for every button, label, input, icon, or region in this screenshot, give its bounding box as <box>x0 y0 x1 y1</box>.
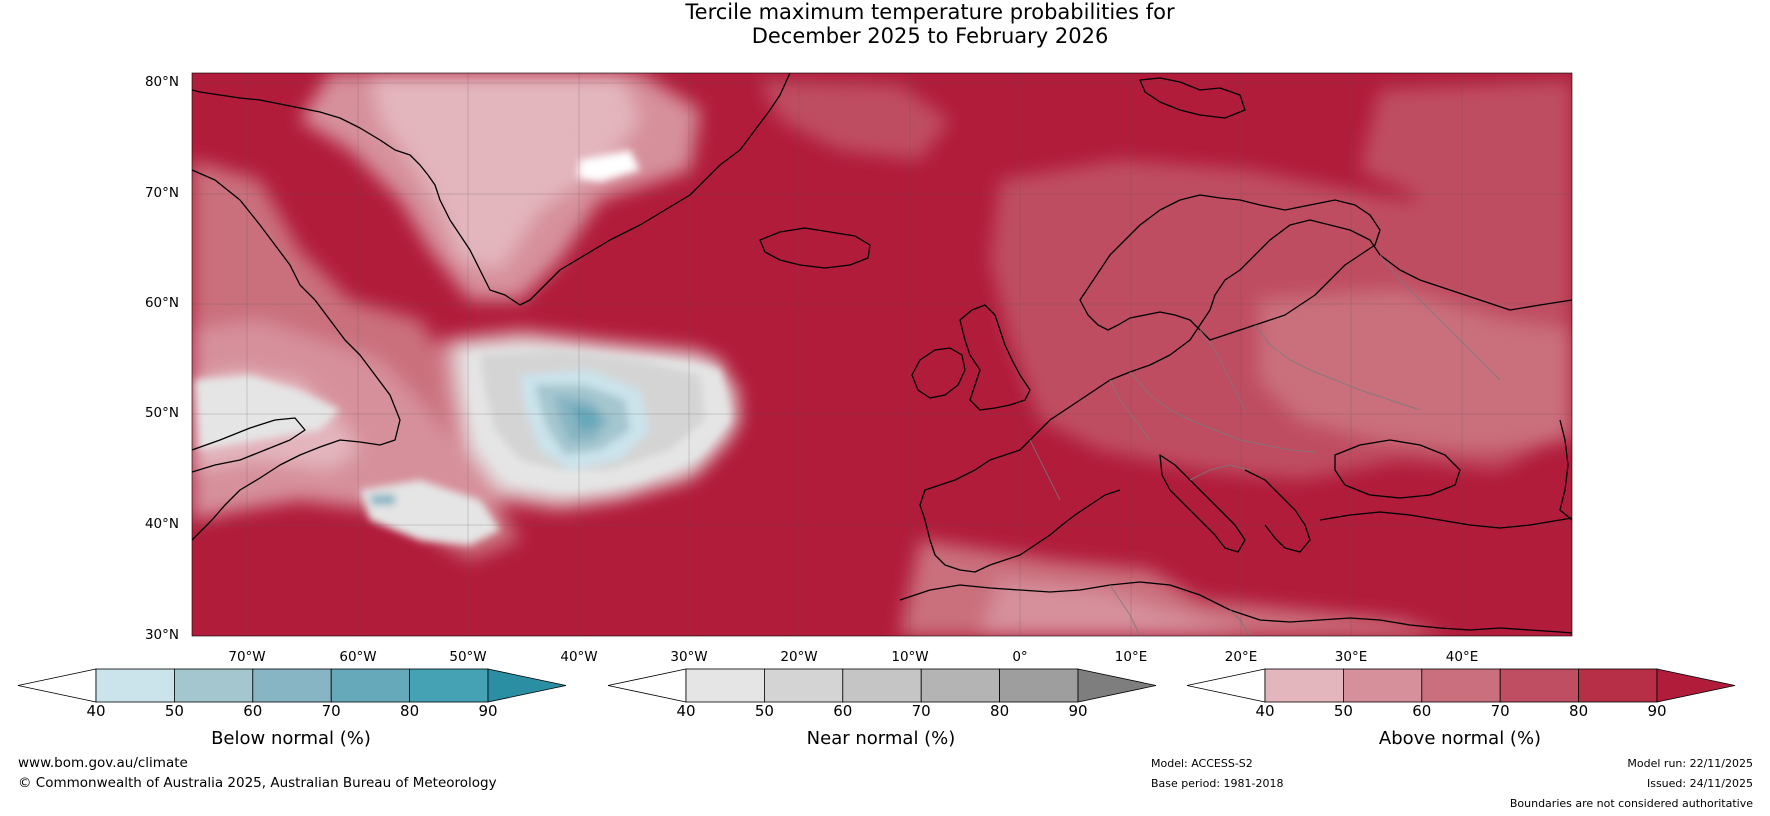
colorbar-tick-label: 90 <box>478 702 498 720</box>
colorbar-tick-label: 90 <box>1647 702 1667 720</box>
footer-disclaimer: Boundaries are not considered authoritat… <box>1509 797 1753 810</box>
colorbar-tick-label: 80 <box>1569 702 1589 720</box>
colorbar-above-normal <box>1186 668 1736 703</box>
colorbar-tick-label: 60 <box>1412 702 1432 720</box>
colorbar-tick-label: 40 <box>86 702 106 720</box>
colorbar-tick-label: 80 <box>400 702 420 720</box>
colorbar-segment <box>842 668 922 703</box>
colorbar-segment <box>1421 668 1501 703</box>
lon-label-10w: 10°W <box>891 649 929 665</box>
footer-copyright: © Commonwealth of Australia 2025, Austra… <box>18 775 497 791</box>
colorbar-upper-extension <box>1077 668 1157 703</box>
colorbar-segment <box>999 668 1079 703</box>
lon-label-50w: 50°W <box>449 649 487 665</box>
colorbar-lower-extension <box>607 668 687 703</box>
lon-label-40e: 40°E <box>1445 649 1479 665</box>
colorbar-segment <box>1343 668 1423 703</box>
footer-url: www.bom.gov.au/climate <box>18 755 188 771</box>
colorbar-tick-label: 70 <box>1490 702 1510 720</box>
colorbar-tick-label: 50 <box>1333 702 1353 720</box>
title-line-1: Tercile maximum temperature probabilitie… <box>685 0 1175 24</box>
lat-label-30n: 30°N <box>144 627 179 643</box>
colorbar-near-normal <box>607 668 1157 703</box>
lon-label-20e: 20°E <box>1224 649 1258 665</box>
colorbar-tick-label: 70 <box>321 702 341 720</box>
coastlines <box>192 73 1572 634</box>
colorbar-segment <box>173 668 254 703</box>
map-frame <box>191 72 1573 637</box>
colorbar-segment <box>1264 668 1344 703</box>
colorbar-segment <box>764 668 844 703</box>
map-title: Tercile maximum temperature probabilitie… <box>0 0 1770 48</box>
colorbar-segment <box>920 668 1001 703</box>
lat-label-70n: 70°N <box>144 185 179 201</box>
colorbar-lower-extension <box>17 668 97 703</box>
colorbar-tick-label: 40 <box>676 702 696 720</box>
colorbar-upper-extension <box>487 668 567 703</box>
colorbar-tick-label: 50 <box>754 702 774 720</box>
colorbar-tick-label: 40 <box>1255 702 1275 720</box>
colorbar-tick-label: 70 <box>911 702 931 720</box>
colorbar-below-normal <box>17 668 567 703</box>
lon-label-60w: 60°W <box>339 649 377 665</box>
footer-base-period: Base period: 1981-2018 <box>1151 777 1284 790</box>
country-borders <box>1029 254 1501 636</box>
colorbar-segment <box>1578 668 1658 703</box>
probability-field <box>192 73 1572 636</box>
colorbar-segment <box>685 668 765 703</box>
title-line-2: December 2025 to February 2026 <box>751 24 1109 48</box>
colorbar-segment <box>409 668 489 703</box>
footer-issued: Issued: 24/11/2025 <box>1646 777 1753 790</box>
footer-model: Model: ACCESS-S2 <box>1151 757 1253 770</box>
lon-label-30e: 30°E <box>1334 649 1368 665</box>
colorbar-segment <box>252 668 332 703</box>
colorbar-tick-label: 60 <box>243 702 263 720</box>
lat-label-80n: 80°N <box>144 74 179 90</box>
colorbar-tick-label: 60 <box>833 702 853 720</box>
lon-label-0: 0° <box>1012 649 1028 665</box>
colorbar-segment <box>1499 668 1579 703</box>
lon-label-10e: 10°E <box>1114 649 1148 665</box>
lon-label-70w: 70°W <box>228 649 266 665</box>
colorbar-label-below-normal: Below normal (%) <box>211 728 371 749</box>
colorbar-segment <box>330 668 411 703</box>
colorbar-label-near-normal: Near normal (%) <box>806 728 956 749</box>
lat-label-50n: 50°N <box>144 405 179 421</box>
graticule <box>192 73 1572 636</box>
colorbar-upper-extension <box>1656 668 1736 703</box>
colorbar-lower-extension <box>1186 668 1266 703</box>
colorbar-tick-label: 50 <box>164 702 184 720</box>
colorbar-tick-label: 80 <box>990 702 1010 720</box>
lon-label-40w: 40°W <box>560 649 598 665</box>
lat-label-40n: 40°N <box>144 516 179 532</box>
lon-label-20w: 20°W <box>780 649 818 665</box>
colorbar-label-above-normal: Above normal (%) <box>1378 728 1542 749</box>
colorbar-segment <box>95 668 175 703</box>
colorbar-tick-label: 90 <box>1068 702 1088 720</box>
lon-label-30w: 30°W <box>670 649 708 665</box>
lat-label-60n: 60°N <box>144 295 179 311</box>
footer-model-run: Model run: 22/11/2025 <box>1627 757 1753 770</box>
